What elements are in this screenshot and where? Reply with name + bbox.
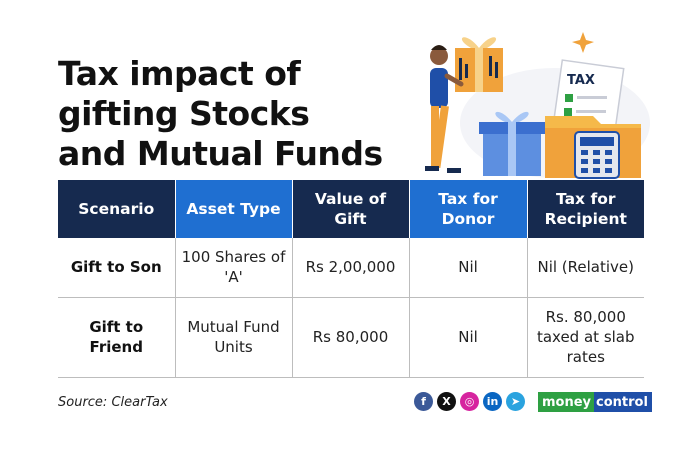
tax-document-label: TAX	[567, 73, 595, 88]
cell-value: Rs 2,00,000	[291, 238, 409, 298]
cell-tax-donor: Nil	[408, 297, 527, 378]
cell-asset-type: 100 Shares of 'A'	[174, 238, 292, 298]
gift-tax-illustration-icon: TAX	[425, 32, 650, 179]
table-row: Gift to Son 100 Shares of 'A' Rs 2,00,00…	[58, 238, 644, 298]
table-header-row: Scenario Asset Type Value of Gift Tax fo…	[58, 180, 644, 238]
title-line: and Mutual Funds	[58, 134, 383, 173]
column-header-scenario: Scenario	[58, 180, 175, 238]
table-row: Gift to Friend Mutual Fund Units Rs 80,0…	[58, 297, 644, 378]
cell-scenario: Gift to Friend	[58, 297, 175, 378]
tax-impact-table: Scenario Asset Type Value of Gift Tax fo…	[58, 180, 644, 378]
x-icon[interactable]: X	[437, 392, 456, 411]
facebook-icon[interactable]: f	[414, 392, 433, 411]
brand-part-control: control	[594, 392, 652, 412]
title-line: gifting Stocks	[58, 94, 310, 133]
source-note: Source: ClearTax	[58, 395, 168, 410]
column-header-tax-donor: Tax for Donor	[408, 180, 527, 238]
moneycontrol-logo: money control	[538, 392, 652, 412]
column-header-tax-recipient: Tax for Recipient	[526, 180, 644, 238]
telegram-icon[interactable]: ➤	[506, 392, 525, 411]
cell-tax-recipient: Rs. 80,000 taxed at slab rates	[526, 297, 644, 378]
cell-asset-type: Mutual Fund Units	[174, 297, 292, 378]
linkedin-icon[interactable]: in	[483, 392, 502, 411]
column-header-value: Value of Gift	[291, 180, 409, 238]
cell-scenario: Gift to Son	[58, 238, 175, 298]
cell-tax-recipient: Nil (Relative)	[526, 238, 644, 298]
title-line: Tax impact of	[58, 54, 301, 93]
brand-part-money: money	[538, 392, 595, 412]
page-title: Tax impact of gifting Stocks and Mutual …	[58, 54, 418, 174]
cell-tax-donor: Nil	[408, 238, 527, 298]
instagram-icon[interactable]: ◎	[460, 392, 479, 411]
column-header-asset-type: Asset Type	[174, 180, 292, 238]
cell-value: Rs 80,000	[291, 297, 409, 378]
social-icons: f X ◎ in ➤	[414, 392, 525, 411]
